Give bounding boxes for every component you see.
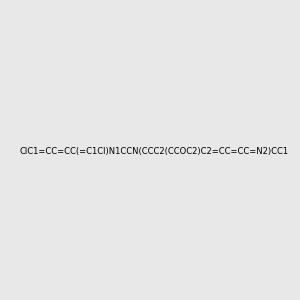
Text: ClC1=CC=CC(=C1Cl)N1CCN(CCC2(CCOC2)C2=CC=CC=N2)CC1: ClC1=CC=CC(=C1Cl)N1CCN(CCC2(CCOC2)C2=CC=… (19, 147, 288, 156)
